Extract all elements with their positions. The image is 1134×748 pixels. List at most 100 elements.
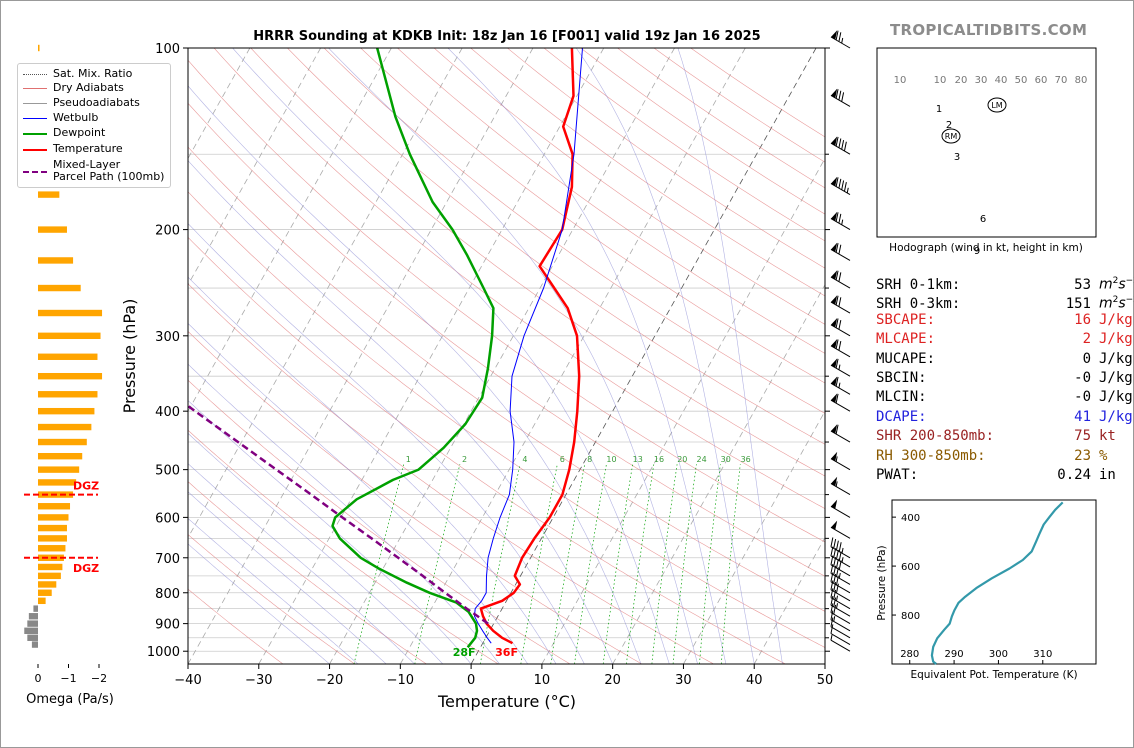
stat-value: 16 [1074, 311, 1091, 328]
mixing-ratio-label: 2 [462, 455, 467, 464]
moist-adiabat [188, 491, 387, 664]
hodograph-ring-label: 10 [934, 75, 947, 86]
omega-bar [38, 257, 74, 264]
wind-barb [830, 572, 851, 594]
mixing-ratio-label: 13 [633, 455, 643, 464]
stat-key: PWAT: [876, 466, 919, 483]
y-tick-label: 900 [155, 618, 180, 633]
stat-sbcape: SBCAPE: 16 J/kg [876, 311, 1134, 330]
legend-dry-adiabats: Dry Adiabats [18, 82, 170, 96]
omega-bar [38, 524, 67, 532]
skewt-axes-frame [187, 47, 826, 665]
dry-adiabat [188, 59, 825, 543]
legend-swatch [23, 103, 47, 104]
dry-adiabat [250, 48, 825, 477]
stat-value: 23 [1074, 447, 1091, 464]
mixing-ratio-line [520, 464, 558, 664]
omega-bar [38, 372, 103, 380]
omega-bar [38, 452, 83, 460]
stat-key: MUCAPE: [876, 350, 936, 367]
moist-adiabat [188, 85, 642, 664]
legend-temperature: Temperature [18, 143, 170, 157]
legend-swatch [23, 74, 47, 75]
stat-key: SRH 0-1km: [876, 276, 961, 293]
mixing-ratio-line [479, 464, 521, 664]
dry-adiabat [433, 48, 825, 325]
moist-adiabat [188, 463, 415, 664]
legend-swatch [23, 149, 47, 151]
wind-barb [830, 242, 851, 261]
x-tick-label: 0 [467, 673, 475, 688]
moist-adiabat [188, 518, 359, 664]
stat-key: SBCIN: [876, 369, 927, 386]
stat-srh-01km: SRH 0-1km: 53 m2s−2 [876, 272, 1134, 293]
x-tick-label: 30 [675, 673, 692, 688]
theta-e-x-tick-label: 280 [900, 649, 919, 660]
theta-e-x-tick-label: 290 [945, 649, 964, 660]
stat-dcape: DCAPE: 41 J/kg [876, 408, 1134, 427]
skewt-background-lines: 1 2 4 6 8 10 13 16 20 24 30 36 [188, 48, 825, 664]
stat-value: 0 [1082, 350, 1091, 367]
omega-bar [38, 535, 67, 542]
legend-swatch [23, 133, 47, 135]
legend-dewpoint: Dewpoint [18, 127, 170, 141]
stat-unit: J/kg [1099, 389, 1133, 406]
isotherm [188, 48, 463, 539]
mixing-ratio-label: 10 [606, 455, 616, 464]
hodograph-ring-label: 70 [1055, 75, 1068, 86]
wind-barb [830, 537, 851, 559]
stat-unit: J/kg [1099, 331, 1133, 348]
hodograph-frame [876, 47, 1097, 238]
storm-motion-label: LM [991, 101, 1002, 110]
stat-unit: m2s−2 [1099, 276, 1134, 293]
moist-adiabat [232, 48, 670, 664]
dry-adiabat [323, 48, 825, 414]
isotherm [329, 48, 675, 664]
omega-bar [38, 581, 57, 588]
hodograph-ring-label: 10 [894, 75, 907, 86]
x-tick-label: −20 [316, 673, 343, 688]
mixing-ratio-line [353, 464, 405, 664]
wind-barb [830, 451, 851, 471]
wind-barb [830, 580, 851, 602]
theta-e-panel: 280 290 300 310 400 600 800 [891, 499, 1097, 665]
dry-adiabat [188, 146, 825, 612]
moist-adiabat [188, 432, 444, 664]
surface-temp-label: 28F [453, 646, 476, 659]
y-tick-label: 700 [155, 552, 180, 567]
omega-bar [38, 589, 52, 596]
theta-e-y-tick-label: 600 [901, 562, 920, 573]
temperature-line [479, 48, 581, 645]
wind-barb [830, 499, 851, 518]
theta-e-y-tick-label: 400 [901, 513, 920, 524]
wind-barb [830, 520, 851, 539]
wind-barb [830, 393, 851, 412]
moist-adiabat [188, 400, 472, 664]
theta-e-x-tick-label: 300 [989, 649, 1008, 660]
wind-barb [830, 564, 851, 585]
moist-adiabat [188, 323, 528, 664]
mixing-ratio-label: 8 [587, 455, 592, 464]
omega-bar [38, 353, 98, 360]
wind-barb [830, 88, 851, 107]
hodograph-height-label: 9 [974, 246, 980, 257]
dry-adiabat [188, 283, 714, 664]
wetbulb-line [474, 48, 583, 644]
wind-barb [830, 424, 851, 443]
wind-barb [830, 624, 851, 646]
wind-barb [830, 476, 851, 496]
dgz-label: DGZ [73, 562, 99, 575]
x-tick-label: 20 [604, 673, 621, 688]
stat-key: MLCIN: [876, 389, 927, 406]
legend-swatch [23, 118, 47, 119]
moist-adiabat [188, 223, 585, 664]
omega-bar [38, 309, 103, 317]
wind-barb [830, 376, 851, 395]
stat-unit: J/kg [1099, 369, 1133, 386]
stat-pwat: PWAT: 0.24 in [876, 466, 1134, 485]
surface-temp-label: 36F [495, 646, 518, 659]
x-tick-label: 40 [746, 673, 763, 688]
mixing-ratio-line [672, 464, 697, 664]
isotherm [541, 157, 825, 664]
stat-unit: m2s−2 [1099, 295, 1134, 313]
